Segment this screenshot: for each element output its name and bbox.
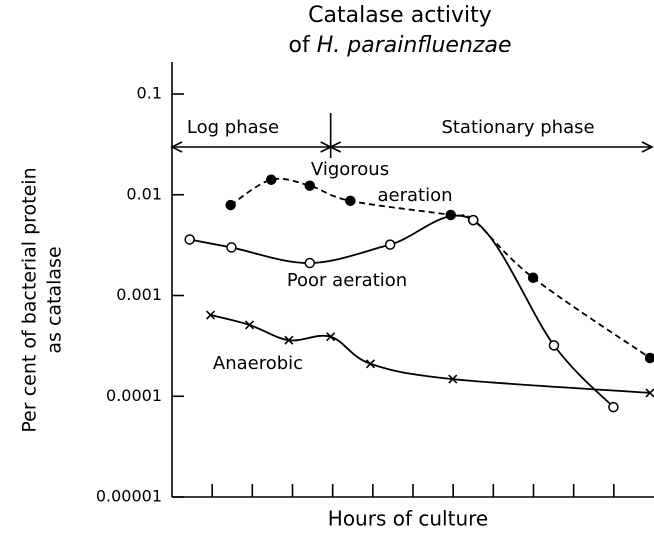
point: [527, 272, 539, 284]
point: [548, 340, 560, 351]
subtitle-organism: H. parainfluenzae: [317, 33, 512, 58]
point: [645, 388, 654, 398]
series-line: [210, 314, 651, 394]
point: [384, 239, 396, 250]
y-tick-label: 0.01: [126, 184, 162, 203]
point: [644, 352, 654, 364]
point: [448, 374, 458, 384]
point: [226, 242, 237, 253]
point: [244, 320, 255, 330]
annotation: Anaerobic: [213, 353, 303, 374]
annotation: Vigorous: [311, 159, 389, 180]
point: [184, 234, 195, 245]
x-axis-label: Hours of culture: [328, 507, 488, 531]
phase-label: Log phase: [187, 117, 279, 138]
y-tick-label: 0.00001: [96, 487, 162, 506]
point: [265, 174, 277, 185]
y-tick-label: 0.001: [116, 285, 162, 304]
annotation: aeration: [377, 185, 452, 206]
y-tick-label: 0.1: [137, 84, 162, 103]
series-line: [189, 214, 615, 408]
point: [225, 199, 236, 211]
annotation: Poor aeration: [287, 270, 407, 291]
y-axis-label: Per cent of bacterial protein: [19, 167, 41, 432]
point: [326, 332, 336, 342]
y-axis-label: as catalase: [44, 246, 66, 353]
arrow-heads: [170, 141, 654, 153]
point: [365, 359, 375, 369]
boundary-arrows: [320, 141, 342, 153]
phase-label: Stationary phase: [441, 117, 594, 138]
point: [284, 335, 294, 345]
point: [608, 401, 619, 413]
subtitle-prefix: of: [289, 33, 311, 58]
point: [304, 180, 316, 191]
chart-title: Catalase activity: [308, 3, 492, 28]
point: [304, 257, 316, 269]
y-tick-label: 0.0001: [106, 386, 162, 405]
point: [345, 195, 356, 207]
point: [468, 214, 479, 226]
chart-subtitle: of H. parainfluenzae: [289, 33, 512, 58]
point: [205, 310, 216, 320]
